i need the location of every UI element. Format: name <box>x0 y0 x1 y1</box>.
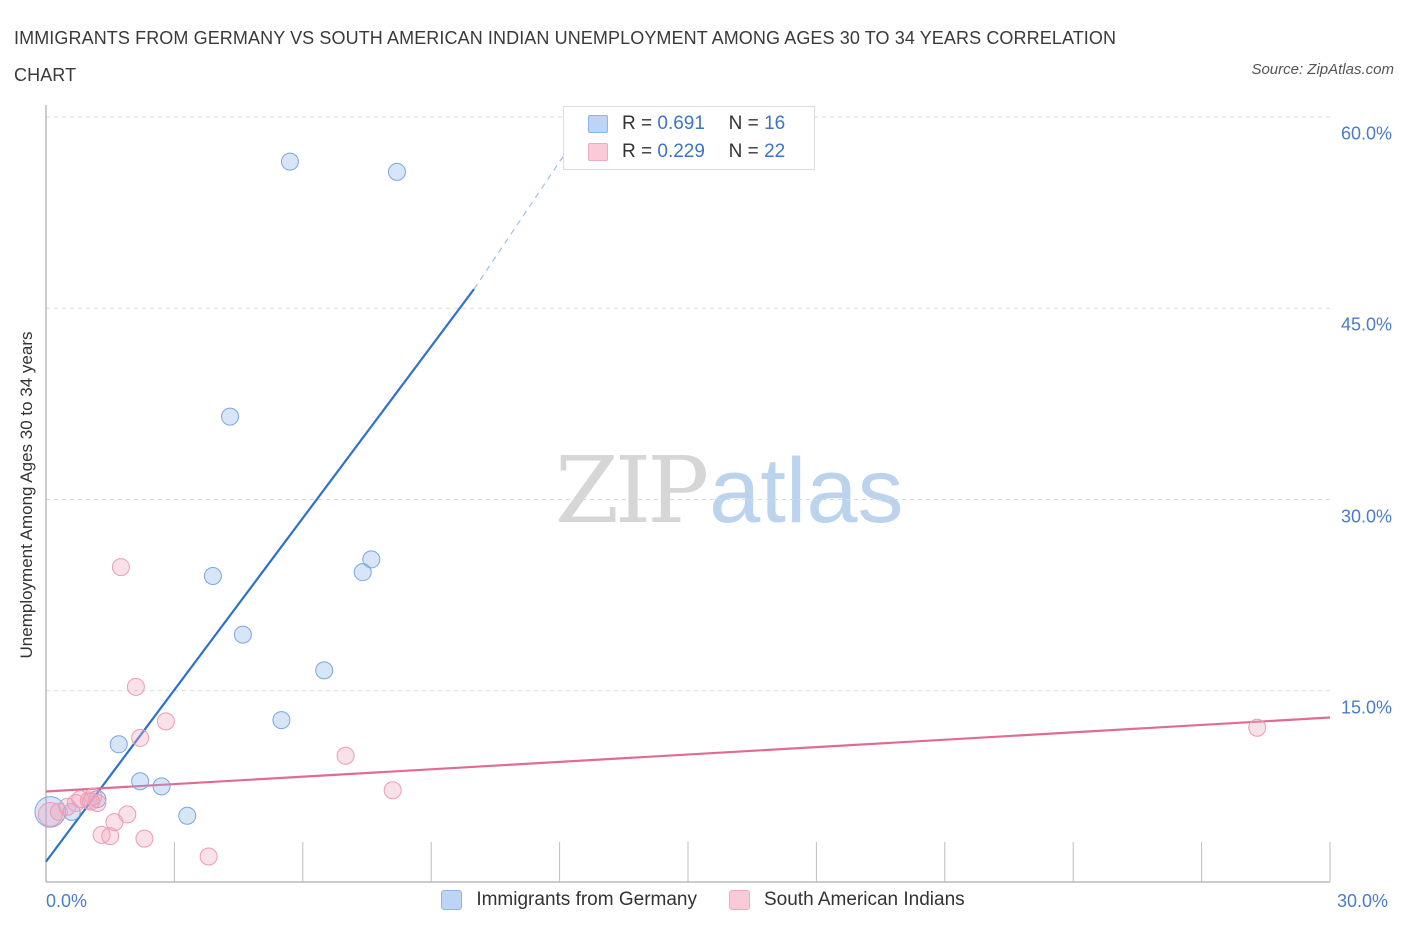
point-germany <box>109 735 128 754</box>
point-germany <box>131 772 150 791</box>
y-tick-label: 45.0% <box>1340 314 1392 335</box>
stats-row-sai: R = 0.229 N = 22 <box>588 139 785 165</box>
point-sai <box>383 781 402 800</box>
x-tick-label-min: 0.0% <box>46 891 88 911</box>
r-value: 0.229 <box>657 141 705 162</box>
sai-legend-swatch <box>728 890 750 910</box>
point-sai <box>135 829 154 848</box>
point-sai <box>111 558 130 577</box>
point-germany <box>203 567 222 585</box>
legend-item-germany[interactable]: Immigrants from Germany <box>441 889 697 911</box>
watermark-atlas: atlas <box>709 440 904 542</box>
point-sai <box>88 793 107 812</box>
y-tick-label: 15.0% <box>1340 697 1392 718</box>
chart-title: IMMIGRANTS FROM GERMANY VS SOUTH AMERICA… <box>14 28 1117 85</box>
r-label: R = <box>622 113 653 134</box>
r-value: 0.691 <box>657 113 705 134</box>
point-germany <box>280 152 299 171</box>
y-tick-label: 60.0% <box>1340 123 1392 144</box>
point-germany <box>221 407 240 426</box>
point-sai <box>199 847 218 866</box>
point-germany <box>233 625 252 644</box>
point-sai <box>336 746 355 765</box>
n-value: 22 <box>764 141 786 162</box>
point-sai <box>131 728 150 747</box>
n-label: N = <box>728 141 759 162</box>
r-label: R = <box>622 141 653 162</box>
point-germany <box>152 777 171 796</box>
point-germany <box>178 806 197 825</box>
axes <box>45 105 1331 883</box>
watermark: ZIPatlas <box>555 437 904 544</box>
point-germany <box>362 550 381 569</box>
point-sai <box>118 805 137 824</box>
sai-swatch <box>588 143 608 161</box>
n-value: 16 <box>764 113 786 134</box>
germany-legend-swatch <box>441 890 463 910</box>
trend-lines <box>45 142 1331 863</box>
legend-label-sai: South American Indians <box>763 889 965 910</box>
n-label: N = <box>728 113 759 134</box>
point-sai <box>126 677 145 696</box>
trend-line-germany-extension <box>473 142 573 290</box>
legend: Immigrants from Germany South American I… <box>0 889 1406 911</box>
germany-swatch <box>588 115 608 133</box>
point-sai <box>49 802 68 821</box>
y-tick-label: 30.0% <box>1340 506 1392 526</box>
stats-row-germany: R = 0.691 N = 16 <box>588 111 785 137</box>
source-label: Source: ZipAtlas.com <box>1251 61 1394 78</box>
point-germany <box>387 162 406 181</box>
point-germany <box>353 563 372 582</box>
point-sai <box>156 712 175 731</box>
data-points <box>34 152 1267 866</box>
trend-line-germany <box>45 288 475 863</box>
x-tick-label-max: 30.0% <box>1337 891 1389 911</box>
point-sai <box>101 827 120 846</box>
legend-item-sai[interactable]: South American Indians <box>728 889 965 911</box>
legend-label-germany: Immigrants from Germany <box>476 889 697 910</box>
trend-line-sai <box>45 716 1331 793</box>
point-sai <box>81 792 100 811</box>
point-germany <box>272 711 291 730</box>
point-germany <box>315 661 334 680</box>
watermark-zip: ZIP <box>555 437 709 544</box>
stats-legend-box: R = 0.691 N = 16 R = 0.229 N = 22 <box>563 106 815 170</box>
point-sai <box>1248 718 1267 737</box>
